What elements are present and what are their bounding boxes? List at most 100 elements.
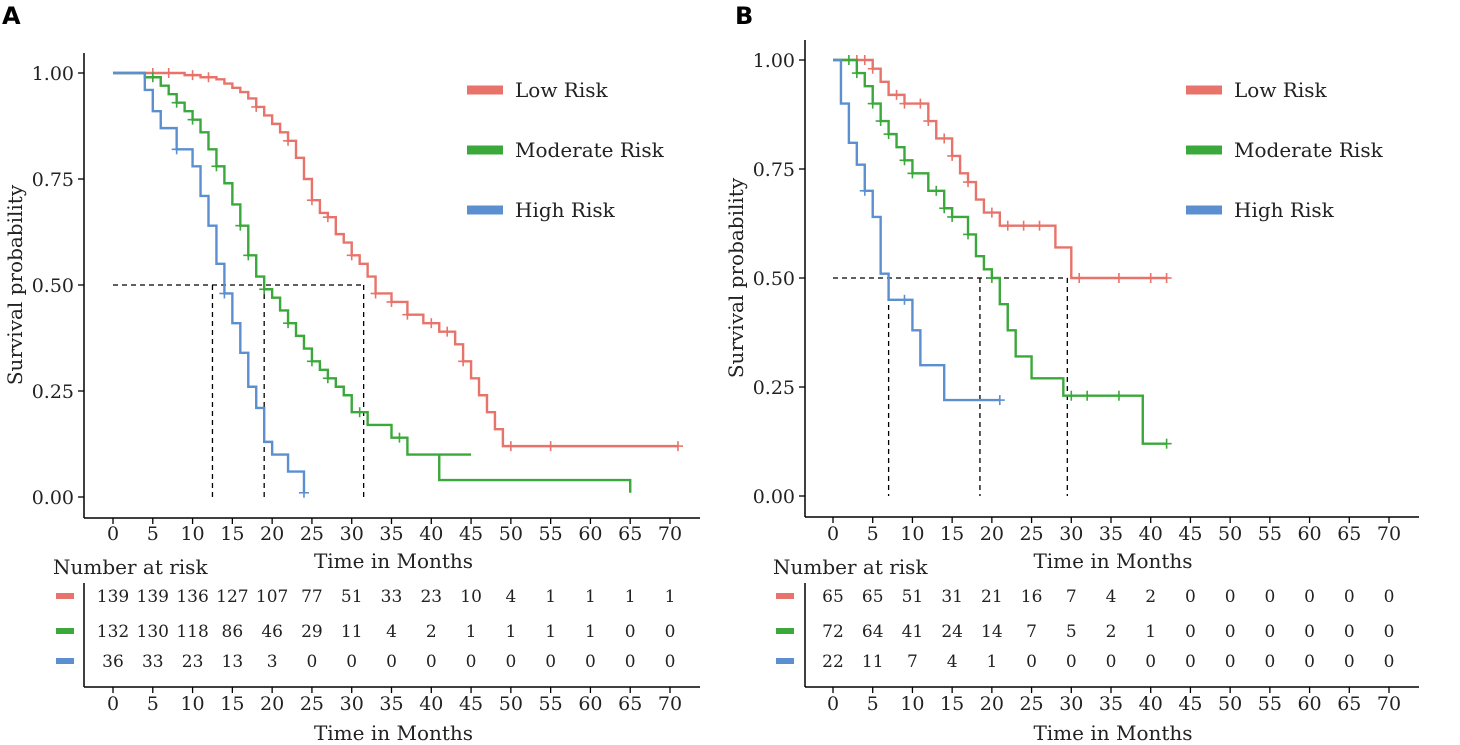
risk-x-tick-label: 15 xyxy=(940,693,964,715)
risk-count-low-risk: 7 xyxy=(1066,587,1077,607)
risk-count-low-risk: 0 xyxy=(1384,587,1395,607)
risk-x-tick-label: 0 xyxy=(107,693,119,715)
risk-count-moderate-risk: 4 xyxy=(386,622,397,642)
y-tick-label: 1.00 xyxy=(753,50,795,72)
risk-x-tick-label: 65 xyxy=(1337,693,1361,715)
risk-count-high-risk: 0 xyxy=(386,652,397,672)
risk-count-low-risk: 0 xyxy=(1225,587,1236,607)
risk-count-high-risk: 3 xyxy=(267,652,278,672)
risk-count-low-risk: 65 xyxy=(862,587,884,607)
x-tick-label: 55 xyxy=(1258,523,1282,545)
x-tick-label: 5 xyxy=(867,523,879,545)
x-tick-label: 70 xyxy=(1377,523,1401,545)
y-tick-label: 0.25 xyxy=(32,381,74,403)
risk-count-low-risk: 21 xyxy=(981,587,1003,607)
risk-count-high-risk: 0 xyxy=(1185,652,1196,672)
moderate-risk-curve xyxy=(833,58,1167,445)
y-tick-label: 0.00 xyxy=(32,487,74,509)
risk-count-low-risk: 1 xyxy=(545,587,556,607)
risk-count-moderate-risk: 7 xyxy=(1026,622,1037,642)
risk-count-moderate-risk: 86 xyxy=(222,622,244,642)
risk-count-moderate-risk: 46 xyxy=(261,622,283,642)
risk-count-moderate-risk: 0 xyxy=(1264,622,1275,642)
risk-x-tick-label: 60 xyxy=(1297,693,1321,715)
x-tick-label: 15 xyxy=(940,523,964,545)
x-tick-label: 5 xyxy=(147,523,159,545)
x-tick-label: 70 xyxy=(658,523,682,545)
risk-x-tick-label: 70 xyxy=(658,693,682,715)
risk-count-high-risk: 36 xyxy=(102,652,124,672)
risk-count-high-risk: 0 xyxy=(1384,652,1395,672)
risk-count-high-risk: 23 xyxy=(182,652,204,672)
risk-x-tick-label: 10 xyxy=(180,693,204,715)
legend-label-high-risk: High Risk xyxy=(1234,198,1335,222)
risk-count-high-risk: 0 xyxy=(426,652,437,672)
risk-x-tick-label: 50 xyxy=(499,693,523,715)
high-risk-curve xyxy=(833,58,1000,402)
risk-x-tick-label: 70 xyxy=(1377,693,1401,715)
y-axis-title: Survival probability xyxy=(724,177,748,378)
risk-count-high-risk: 0 xyxy=(545,652,556,672)
risk-count-moderate-risk: 0 xyxy=(1344,622,1355,642)
low-risk-curve xyxy=(833,58,1167,280)
risk-count-high-risk: 0 xyxy=(1106,652,1117,672)
y-tick-label: 0.75 xyxy=(32,169,74,191)
risk-count-moderate-risk: 41 xyxy=(902,622,924,642)
risk-count-low-risk: 77 xyxy=(301,587,323,607)
x-tick-label: 60 xyxy=(1297,523,1321,545)
risk-x-tick-label: 20 xyxy=(980,693,1004,715)
x-tick-label: 35 xyxy=(379,523,403,545)
risk-count-moderate-risk: 1 xyxy=(1145,622,1156,642)
risk-x-tick-label: 50 xyxy=(1218,693,1242,715)
x-tick-label: 45 xyxy=(459,523,483,545)
legend-label-low-risk: Low Risk xyxy=(1234,78,1328,102)
risk-x-tick-label: 15 xyxy=(220,693,244,715)
risk-count-moderate-risk: 5 xyxy=(1066,622,1077,642)
risk-x-tick-label: 0 xyxy=(827,693,839,715)
risk-count-high-risk: 7 xyxy=(907,652,918,672)
risk-count-moderate-risk: 0 xyxy=(1225,622,1236,642)
risk-count-high-risk: 0 xyxy=(625,652,636,672)
risk-count-low-risk: 127 xyxy=(216,587,248,607)
y-tick-label: 0.25 xyxy=(753,377,795,399)
x-tick-label: 20 xyxy=(980,523,1004,545)
risk-x-tick-label: 40 xyxy=(419,693,443,715)
x-tick-label: 25 xyxy=(300,523,324,545)
risk-count-low-risk: 0 xyxy=(1185,587,1196,607)
risk-x-tick-label: 55 xyxy=(539,693,563,715)
risk-count-low-risk: 136 xyxy=(176,587,208,607)
risk-count-moderate-risk: 24 xyxy=(941,622,963,642)
risk-count-low-risk: 33 xyxy=(381,587,403,607)
risk-count-low-risk: 107 xyxy=(256,587,288,607)
x-tick-label: 65 xyxy=(618,523,642,545)
risk-count-low-risk: 31 xyxy=(941,587,963,607)
risk-x-tick-label: 60 xyxy=(578,693,602,715)
risk-count-low-risk: 1 xyxy=(585,587,596,607)
risk-count-low-risk: 51 xyxy=(341,587,363,607)
moderate-risk-curve xyxy=(113,71,632,493)
x-tick-label: 60 xyxy=(578,523,602,545)
risk-count-moderate-risk: 132 xyxy=(97,622,129,642)
legend-label-moderate-risk: Moderate Risk xyxy=(515,138,665,162)
risk-count-moderate-risk: 0 xyxy=(625,622,636,642)
risk-count-high-risk: 0 xyxy=(1066,652,1077,672)
risk-count-low-risk: 1 xyxy=(665,587,676,607)
risk-count-low-risk: 4 xyxy=(505,587,516,607)
risk-x-axis-title: Time in Months xyxy=(1033,721,1192,745)
risk-x-tick-label: 5 xyxy=(867,693,879,715)
x-tick-label: 0 xyxy=(827,523,839,545)
risk-count-low-risk: 1 xyxy=(625,587,636,607)
risk-x-tick-label: 65 xyxy=(618,693,642,715)
x-tick-label: 65 xyxy=(1337,523,1361,545)
risk-x-tick-label: 45 xyxy=(459,693,483,715)
risk-count-moderate-risk: 1 xyxy=(466,622,477,642)
risk-x-tick-label: 45 xyxy=(1178,693,1202,715)
risk-x-tick-label: 35 xyxy=(379,693,403,715)
risk-count-moderate-risk: 0 xyxy=(665,622,676,642)
risk-count-low-risk: 0 xyxy=(1264,587,1275,607)
x-tick-label: 40 xyxy=(1139,523,1163,545)
y-axis-title: Survival probability xyxy=(3,184,27,385)
risk-x-tick-label: 35 xyxy=(1099,693,1123,715)
y-tick-label: 0.50 xyxy=(753,268,795,290)
y-tick-label: 0.00 xyxy=(753,486,795,508)
